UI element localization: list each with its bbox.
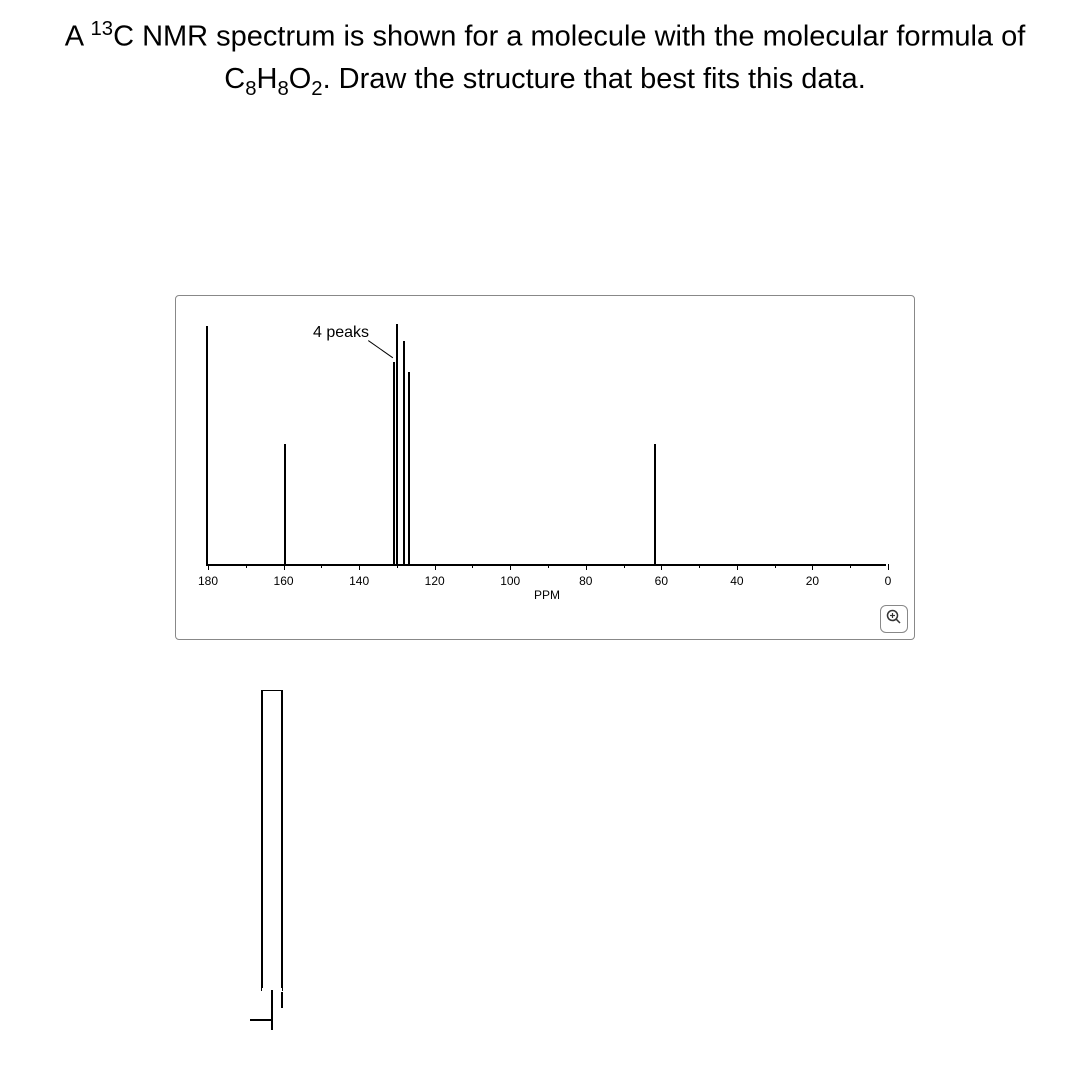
- axis-tick-major: [510, 564, 511, 570]
- spectrum-peak: [654, 444, 656, 564]
- axis-tick-major: [284, 564, 285, 570]
- spectrum-peak: [396, 324, 398, 564]
- question-text: A 13C NMR spectrum is shown for a molecu…: [30, 15, 1060, 104]
- nmr-spectrum-panel: 4 peaks PPM 180 160 140 120 100 80 60 40 20 0: [175, 295, 915, 640]
- axis-tick-label: 20: [806, 574, 819, 588]
- axis-tick-label: 100: [500, 574, 520, 588]
- axis-tick-minor: [472, 564, 473, 568]
- axis-tick-label: 40: [730, 574, 743, 588]
- spectrum-peak: [284, 444, 286, 564]
- axis-tick-major: [586, 564, 587, 570]
- axis-tick-minor: [246, 564, 247, 568]
- zoom-in-button[interactable]: [880, 605, 908, 633]
- structure-drawing-tool[interactable]: [250, 690, 330, 1070]
- axis-tick-major: [888, 564, 889, 570]
- axis-tick-major: [812, 564, 813, 570]
- axis-tick-major: [208, 564, 209, 570]
- axis-tick-minor: [397, 564, 398, 568]
- axis-tick-label: 160: [274, 574, 294, 588]
- axis-tick-minor: [850, 564, 851, 568]
- axis-tick-major: [359, 564, 360, 570]
- spectrum-plot-area: 4 peaks PPM 180160140120100806040200: [206, 326, 886, 566]
- annotation-leader: [368, 340, 393, 358]
- axis-tick-minor: [775, 564, 776, 568]
- axis-tick-minor: [548, 564, 549, 568]
- spectrum-peak: [403, 341, 405, 564]
- spectrum-peak: [393, 362, 395, 564]
- peak-annotation-label: 4 peaks: [313, 324, 369, 342]
- axis-tick-label: 120: [425, 574, 445, 588]
- axis-tick-minor: [321, 564, 322, 568]
- axis-tick-label: 60: [655, 574, 668, 588]
- axis-tick-label: 80: [579, 574, 592, 588]
- spectrum-peak: [408, 372, 410, 564]
- axis-tick-major: [661, 564, 662, 570]
- axis-tick-minor: [624, 564, 625, 568]
- axis-tick-label: 0: [885, 574, 892, 588]
- axis-tick-label: 140: [349, 574, 369, 588]
- axis-tick-minor: [699, 564, 700, 568]
- zoom-in-icon: [886, 609, 902, 630]
- axis-tick-major: [737, 564, 738, 570]
- axis-tick-major: [435, 564, 436, 570]
- x-axis-title: PPM: [534, 588, 560, 602]
- axis-tick-label: 180: [198, 574, 218, 588]
